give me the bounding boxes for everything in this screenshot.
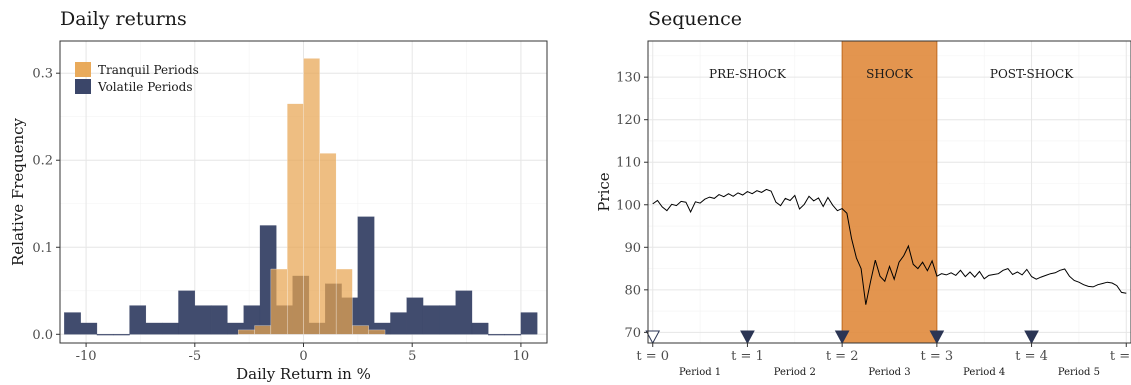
phase-labels: PRE-SHOCK SHOCK POST-SHOCK <box>709 67 1074 81</box>
period-label: Period 5 <box>1058 367 1100 378</box>
volatile-bar <box>422 305 440 335</box>
histogram-ticks: -10 -5 0 5 10 0.0 0.1 0.2 0.3 <box>32 67 529 364</box>
y-tick-label: 80 <box>624 283 641 298</box>
x-tick-label: t = 1 <box>731 349 764 364</box>
volatile-bar <box>194 305 212 335</box>
y-tick-label: 120 <box>616 113 641 128</box>
volatile-bar <box>455 290 473 335</box>
volatile-bar <box>64 312 81 335</box>
x-tick-label: t = 4 <box>1015 349 1048 364</box>
volatile-bar <box>113 334 130 336</box>
volatile-bar <box>162 322 179 335</box>
sequence-frame <box>647 40 1131 344</box>
volatile-bar <box>520 312 538 335</box>
period-label: Period 2 <box>774 367 816 378</box>
x-tick-label: -10 <box>76 349 97 364</box>
histogram-bars <box>64 58 538 336</box>
y-tick-label: 90 <box>624 241 641 256</box>
x-tick-label: -5 <box>188 349 201 364</box>
time-marker-filled <box>929 330 945 345</box>
volatile-bar <box>145 322 163 335</box>
period-labels: Period 1 Period 2 Period 3 Period 4 Period 5 <box>679 367 1100 378</box>
phase-label: POST-SHOCK <box>990 67 1074 81</box>
phase-label: PRE-SHOCK <box>709 67 787 81</box>
volatile-bar <box>439 305 456 335</box>
tranquil-bar <box>270 268 288 335</box>
phase-label: SHOCK <box>866 67 914 81</box>
volatile-bar <box>406 297 424 335</box>
volatile-bar <box>504 334 522 336</box>
histogram-title: Daily returns <box>60 8 187 30</box>
legend-swatch <box>75 79 91 94</box>
time-markers <box>645 330 1039 345</box>
tranquil-bar <box>319 153 337 335</box>
time-marker-open <box>645 330 661 345</box>
x-tick-label: t = 2 <box>826 349 859 364</box>
tranquil-bar <box>303 58 320 335</box>
y-tick-label: 0.1 <box>32 241 53 256</box>
x-tick-label: 0 <box>299 349 307 364</box>
sequence-title: Sequence <box>648 8 743 30</box>
sequence-y-axis-title: Price <box>595 172 613 211</box>
shock-region <box>841 40 938 344</box>
tranquil-bar <box>287 103 304 335</box>
tranquil-bar <box>335 268 353 335</box>
y-tick-label: 0.2 <box>32 154 53 169</box>
histogram-x-axis-title: Daily Return in % <box>236 365 371 383</box>
y-tick-label: 100 <box>616 198 641 213</box>
sequence-panel: PRE-SHOCK SHOCK POST-SHOCK t = 0 t = 1 t = 2… <box>595 40 1131 378</box>
x-tick-label: 10 <box>513 349 530 364</box>
volatile-bar <box>488 334 505 336</box>
tranquil-bar <box>368 329 386 335</box>
histogram-y-axis-title: Relative Frequency <box>9 117 27 266</box>
volatile-bar <box>178 290 195 335</box>
volatile-bar <box>129 305 147 335</box>
sequence-ticks: t = 0 t = 1 t = 2 t = 3 t = 4 t = 5 70 80 90 100 1… <box>616 71 1131 364</box>
x-tick-label: 5 <box>408 349 416 364</box>
volatile-bar <box>96 334 114 336</box>
tranquil-bar <box>352 325 369 335</box>
y-tick-label: 0.3 <box>32 67 53 82</box>
legend-swatch <box>75 62 91 77</box>
x-tick-label: t = 0 <box>636 349 669 364</box>
period-label: Period 1 <box>679 367 721 378</box>
x-tick-label: t = 3 <box>921 349 954 364</box>
time-marker-filled <box>740 330 755 345</box>
legend-label: Tranquil Periods <box>98 63 199 77</box>
legend-label: Volatile Periods <box>97 80 192 94</box>
y-tick-label: 130 <box>616 71 641 86</box>
volatile-bar <box>210 305 228 335</box>
volatile-bar <box>357 216 375 335</box>
x-tick-label: t = 5 <box>1110 349 1131 364</box>
period-label: Period 4 <box>963 367 1005 378</box>
tranquil-bar <box>254 325 272 335</box>
volatile-bar <box>80 322 98 335</box>
y-tick-label: 0.0 <box>32 328 53 343</box>
time-marker-filled <box>834 330 850 345</box>
volatile-bar <box>471 322 489 335</box>
y-tick-label: 110 <box>616 156 641 171</box>
time-marker-filled <box>1024 330 1039 345</box>
volatile-bar <box>390 312 407 335</box>
period-label: Period 3 <box>868 367 910 378</box>
histogram-legend: Tranquil Periods Volatile Periods <box>75 62 199 94</box>
y-tick-label: 70 <box>624 326 641 341</box>
price-line <box>652 188 1127 305</box>
histogram-panel: -10 -5 0 5 10 0.0 0.1 0.2 0.3 Tranquil Periods Vo… <box>9 40 548 383</box>
tranquil-bar <box>238 329 255 335</box>
